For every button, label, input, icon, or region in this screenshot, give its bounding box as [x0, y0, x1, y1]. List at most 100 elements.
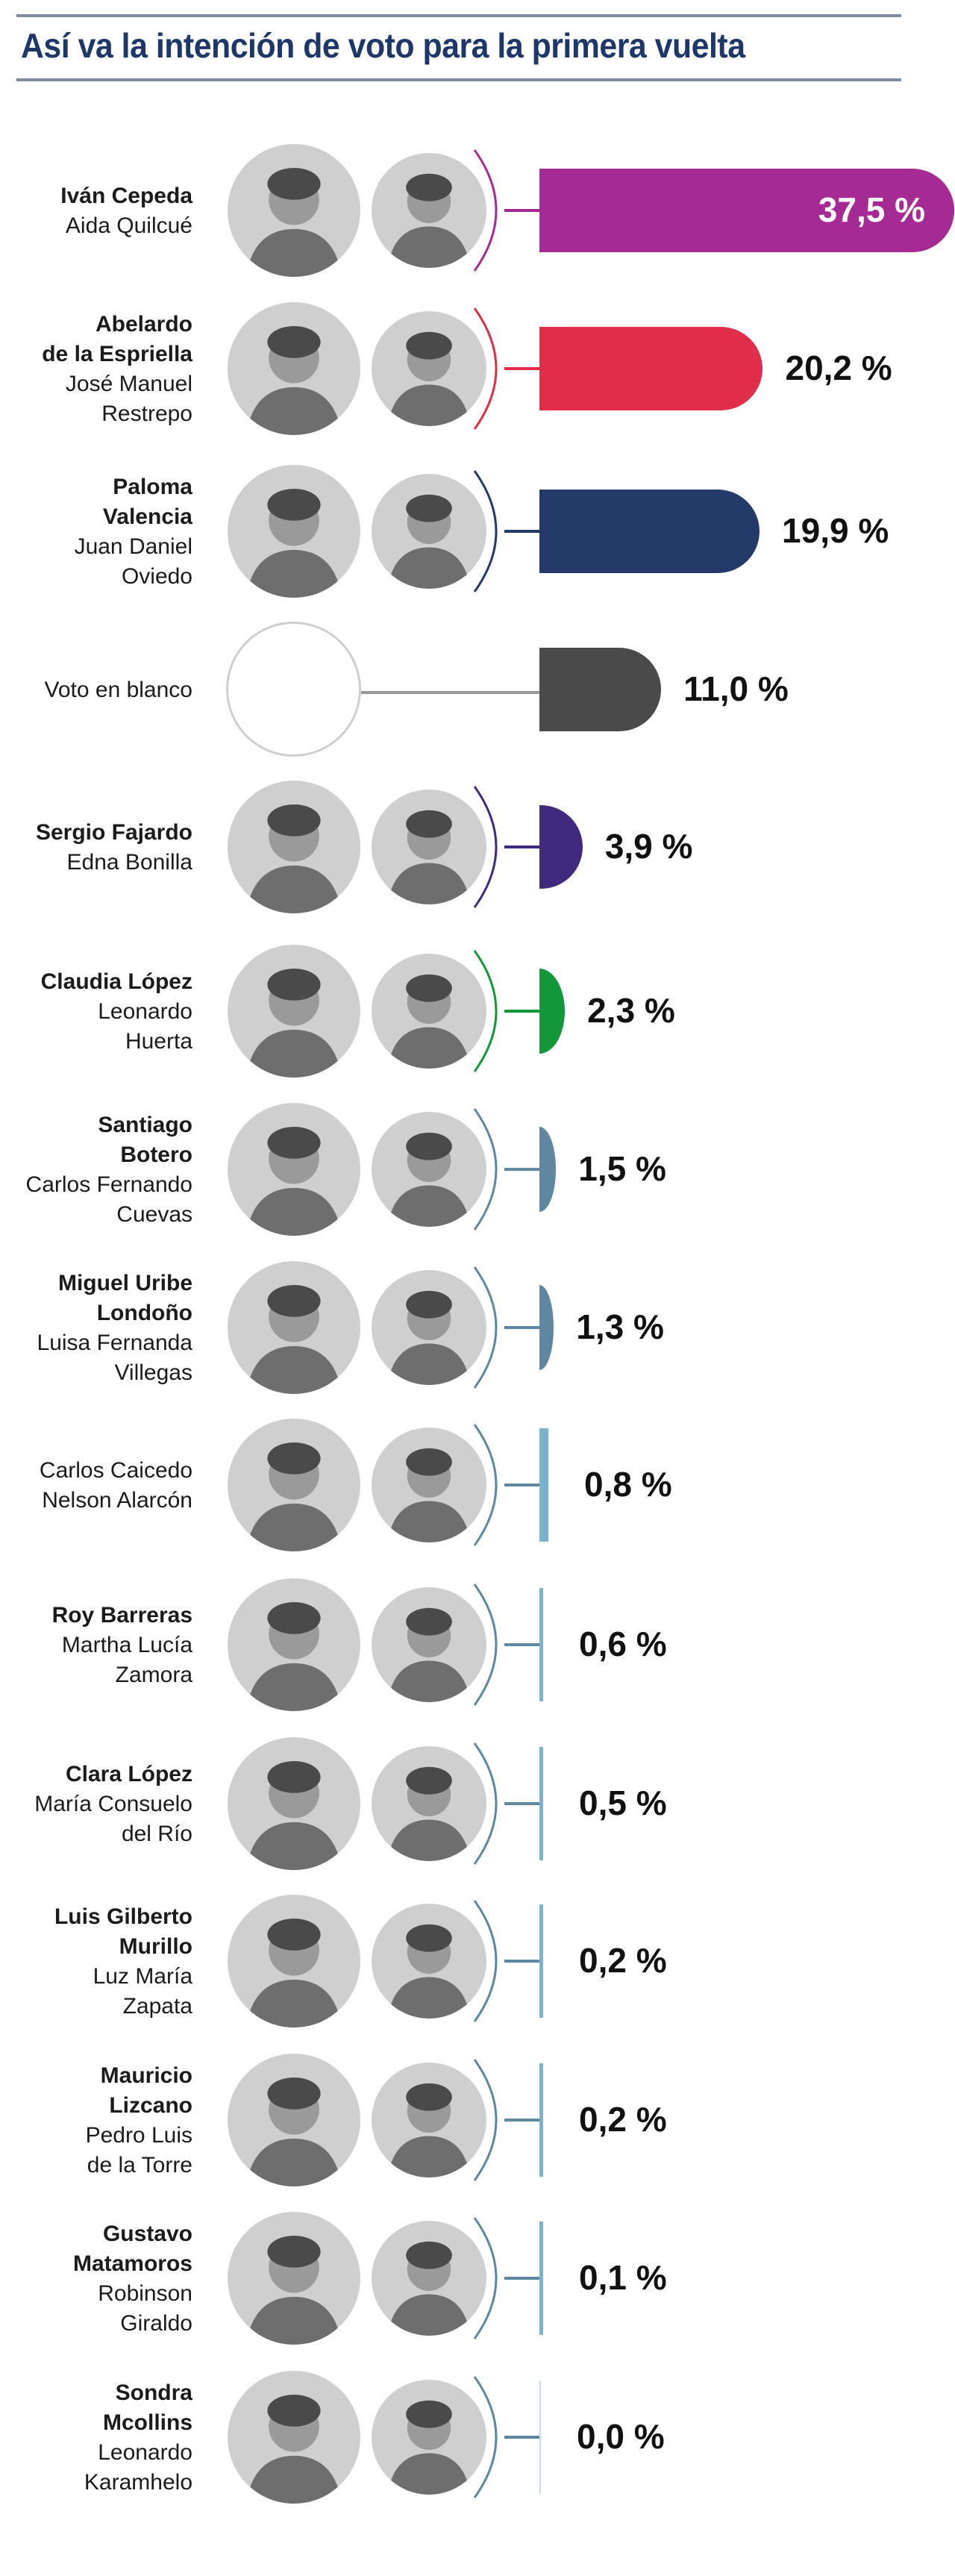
candidate-photo	[228, 302, 360, 435]
candidate-row: Clara López María Consuelo del Río 0,5 %	[0, 1725, 955, 1883]
percent-label: 19,9 %	[782, 511, 889, 550]
running-mate-name: Aida Quilcué	[65, 213, 192, 238]
candidate-names: Mauricio Lizcano Pedro Luis de la Torre	[0, 2061, 192, 2180]
candidate-names: Voto en blanco	[0, 675, 192, 705]
bracket-arc-icon	[473, 2376, 498, 2498]
vote-bar	[539, 1588, 543, 1701]
bracket-arc-icon	[473, 2217, 498, 2339]
percent-label: 0,5 %	[579, 1783, 667, 1822]
running-mate-name: Huerta	[125, 1028, 192, 1054]
running-mate-name: Juan Daniel	[74, 534, 192, 559]
candidate-name: Luis Gilberto	[54, 1904, 192, 1929]
candidate-names: Sondra Mcollins Leonardo Karamhelo	[0, 2378, 192, 2498]
connector-line	[504, 1326, 539, 1329]
running-mate-photo	[372, 153, 486, 268]
connector-line	[504, 2277, 539, 2280]
candidate-name: Paloma	[113, 474, 192, 499]
running-mate-name: José Manuel	[65, 371, 192, 396]
connector-line	[504, 1643, 539, 1646]
running-mate-name: Zapata	[122, 1993, 192, 2019]
running-mate-name: Luz María	[93, 1963, 192, 1989]
candidate-names: Sergio Fajardo Edna Bonilla	[0, 818, 192, 878]
bracket-arc-icon	[473, 1742, 498, 1865]
running-mate-name: María Consuelo	[34, 1791, 192, 1816]
vote-bar	[539, 1747, 543, 1860]
percent-label: 2,3 %	[587, 991, 675, 1030]
vote-bar	[539, 327, 763, 410]
bracket-arc-icon	[473, 950, 498, 1072]
vote-bar	[539, 2222, 543, 2335]
connector-line	[361, 691, 539, 694]
candidate-names: Gustavo Matamoros Robinson Giraldo	[0, 2219, 192, 2339]
vote-bar	[539, 2063, 543, 2177]
candidate-names: Carlos Caicedo Nelson Alarcón	[0, 1456, 192, 1516]
running-mate-name: Martha Lucía	[61, 1632, 192, 1657]
running-mate-name: Nelson Alarcón	[42, 1487, 192, 1513]
candidate-names: Miguel Uribe Londoño Luisa Fernanda Villega…	[0, 1269, 192, 1388]
candidate-names: Santiago Botero Carlos Fernando Cuevas	[0, 1110, 192, 1230]
candidate-photo	[228, 465, 360, 598]
candidate-row: Carlos Caicedo Nelson Alarcón 0,8 %	[0, 1406, 955, 1565]
candidate-names: Claudia López Leonardo Huerta	[0, 967, 192, 1057]
bracket-arc-icon	[473, 2059, 498, 2181]
percent-label: 0,2 %	[579, 1941, 667, 1980]
candidate-name: de la Espriella	[42, 341, 192, 366]
running-mate-name: Carlos Fernando	[25, 1172, 192, 1197]
candidate-name: Botero	[120, 1142, 192, 1167]
running-mate-photo	[372, 311, 486, 426]
candidate-photo	[228, 2212, 360, 2345]
connector-line	[504, 530, 539, 533]
candidate-names: Iván Cepeda Aida Quilcué	[0, 181, 192, 241]
running-mate-photo	[372, 1428, 486, 1542]
bracket-arc-icon	[473, 1108, 498, 1231]
running-mate-name: Luisa Fernanda	[37, 1330, 192, 1355]
running-mate-name: de la Torre	[87, 2152, 192, 2178]
page-title: Así va la intención de voto para la prim…	[21, 26, 745, 65]
vote-bar	[539, 1127, 557, 1212]
bracket-arc-icon	[473, 307, 498, 430]
candidate-name: Mauricio	[100, 2063, 192, 2088]
percent-label: 0,6 %	[579, 1625, 667, 1663]
candidate-photo	[228, 1103, 360, 1236]
candidate-name: Claudia López	[40, 969, 192, 994]
candidate-name: Lizcano	[109, 2092, 192, 2118]
candidate-photo	[228, 945, 360, 1078]
connector-line	[504, 845, 539, 848]
candidate-names: Paloma Valencia Juan Daniel Oviedo	[0, 472, 192, 592]
running-mate-name: Villegas	[114, 1360, 192, 1385]
vote-bar	[539, 1428, 548, 1542]
candidate-photo	[228, 1895, 360, 2028]
running-mate-photo	[372, 954, 486, 1069]
running-mate-photo	[372, 474, 486, 589]
percent-label: 1,3 %	[576, 1307, 664, 1346]
candidate-row: Sondra Mcollins Leonardo Karamhelo 0,0 %	[0, 2358, 955, 2517]
candidate-row: Sergio Fajardo Edna Bonilla 3,9 %	[0, 768, 955, 927]
candidate-name: Clara López	[65, 1761, 192, 1786]
candidate-name: Abelardo	[95, 311, 192, 337]
candidate-row: Paloma Valencia Juan Daniel Oviedo 19,9 %	[0, 452, 955, 611]
candidate-photo	[228, 2054, 360, 2186]
candidate-photo	[228, 1261, 360, 1394]
candidate-name: Murillo	[119, 1933, 192, 1959]
title-rule-bottom	[16, 78, 901, 81]
candidate-name: Miguel Uribe	[57, 1270, 192, 1295]
vote-bar	[539, 969, 566, 1054]
bracket-arc-icon	[473, 1424, 498, 1546]
candidate-photo	[228, 781, 360, 913]
candidate-row: Luis Gilberto Murillo Luz María Zapata 0,2 %	[0, 1882, 955, 2041]
candidate-name: Valencia	[102, 504, 192, 529]
running-mate-photo	[372, 1587, 486, 1702]
candidate-row: Gustavo Matamoros Robinson Giraldo 0,1 %	[0, 2199, 955, 2358]
bracket-arc-icon	[473, 470, 498, 593]
vote-bar	[539, 2380, 541, 2494]
percent-label: 0,0 %	[577, 2417, 665, 2456]
candidate-names: Roy Barreras Martha Lucía Zamora	[0, 1601, 192, 1690]
candidate-photo	[228, 1737, 360, 1870]
connector-line	[504, 1010, 539, 1013]
running-mate-name: Giraldo	[120, 2310, 192, 2336]
connector-line	[504, 1484, 539, 1486]
candidate-names: Abelardo de la Espriella José Manuel Restre…	[0, 310, 192, 429]
running-mate-name: Oviedo	[121, 563, 192, 589]
candidate-name: Santiago	[98, 1112, 192, 1137]
candidate-names: Clara López María Consuelo del Río	[0, 1760, 192, 1849]
